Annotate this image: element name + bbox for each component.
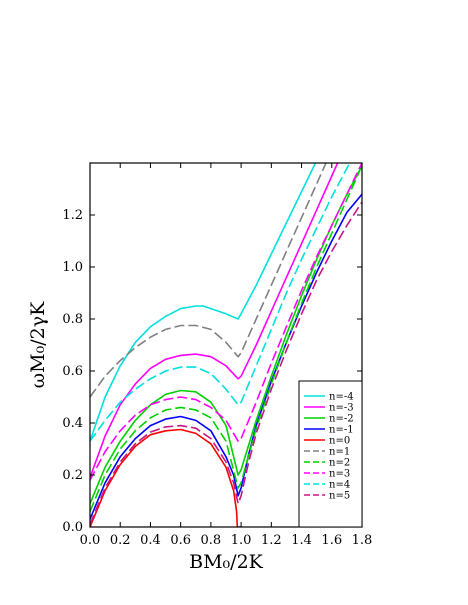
series-line-n=4 [90,163,351,442]
x-tick-label: 0.2 [110,533,131,548]
series-line-n=-4 [90,163,317,442]
x-tick-label: 1.8 [352,533,373,548]
legend-label: n=5 [329,491,350,502]
legend-label: n=2 [329,458,350,469]
series-line-n=-3 [90,163,339,478]
series-line-n=3 [90,163,362,481]
x-tick-label: 1.0 [231,533,252,548]
legend-label: n=4 [329,480,350,491]
x-tick-label: 1.2 [261,533,282,548]
x-tick-label: 0.4 [140,533,161,548]
series-line-n=2 [90,165,362,512]
legend-label: n=-3 [329,403,354,414]
legend: n=-4n=-3n=-2n=-1n=0n=1n=2n=3n=4n=5 [298,380,363,528]
series-line-n=-1 [90,193,362,520]
series-line-n=-2 [90,165,362,504]
y-tick-label: 0.6 [62,364,83,379]
y-tick-label: 1.0 [62,260,83,275]
plot-frame [89,162,363,528]
legend-label: n=1 [329,447,350,458]
series-line-n=0 [90,428,242,527]
y-tick-label: 0.4 [62,416,83,431]
x-tick-label: 1.6 [321,533,342,548]
y-tick-label: 0.8 [62,312,83,327]
x-tick-label: 1.4 [291,533,312,548]
legend-label: n=0 [329,436,350,447]
y-tick-label: 0.0 [62,520,83,535]
series-line-n=5 [90,201,362,525]
legend-label: n=-1 [329,425,354,436]
y-tick-label: 0.2 [62,468,83,483]
x-tick-label: 0.8 [201,533,222,548]
legend-label: n=3 [329,469,350,480]
legend-box [298,380,363,528]
series-line-n=1 [90,163,327,398]
legend-label: n=-2 [329,414,354,425]
y-axis-title: ωM₀/2γK [27,301,49,388]
x-tick-label: 0.0 [80,533,101,548]
legend-label: n=-4 [329,392,354,403]
x-axis-title: BM₀/2K [189,551,264,573]
x-tick-label: 0.6 [170,533,191,548]
y-tick-label: 1.2 [62,208,83,223]
